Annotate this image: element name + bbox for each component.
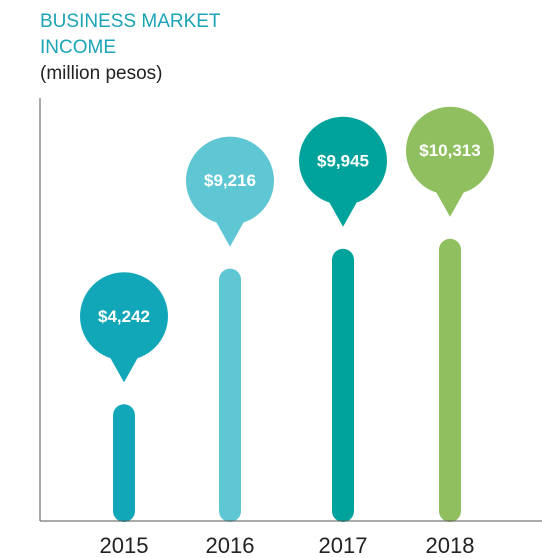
value-label: $9,216 — [204, 171, 256, 190]
pin-tail — [106, 350, 142, 383]
pin-tail — [212, 214, 248, 247]
pin-head — [406, 106, 494, 195]
value-label: $9,945 — [317, 151, 369, 170]
chart-title: BUSINESS MARKET — [40, 11, 221, 32]
x-tick-label: 2016 — [206, 533, 255, 558]
x-tick-label: 2018 — [426, 533, 475, 558]
pin: $4,242 — [80, 272, 168, 383]
pin: $9,945 — [299, 116, 387, 227]
chart-subtitle: (million pesos) — [40, 63, 162, 84]
pin: $9,216 — [186, 136, 274, 247]
pin: $10,313 — [406, 106, 494, 217]
bar — [219, 268, 241, 522]
bar — [439, 238, 461, 522]
value-label: $4,242 — [98, 307, 150, 326]
pin-head — [299, 116, 387, 205]
bar — [332, 248, 354, 523]
pin-head — [80, 272, 168, 361]
pin-tail — [325, 194, 361, 227]
value-label: $10,313 — [419, 141, 480, 160]
bar — [113, 404, 135, 522]
pin-tail — [432, 184, 468, 217]
x-tick-label: 2015 — [100, 533, 149, 558]
x-tick-label: 2017 — [319, 533, 368, 558]
chart-title: INCOME — [40, 37, 116, 58]
pin-head — [186, 136, 274, 225]
